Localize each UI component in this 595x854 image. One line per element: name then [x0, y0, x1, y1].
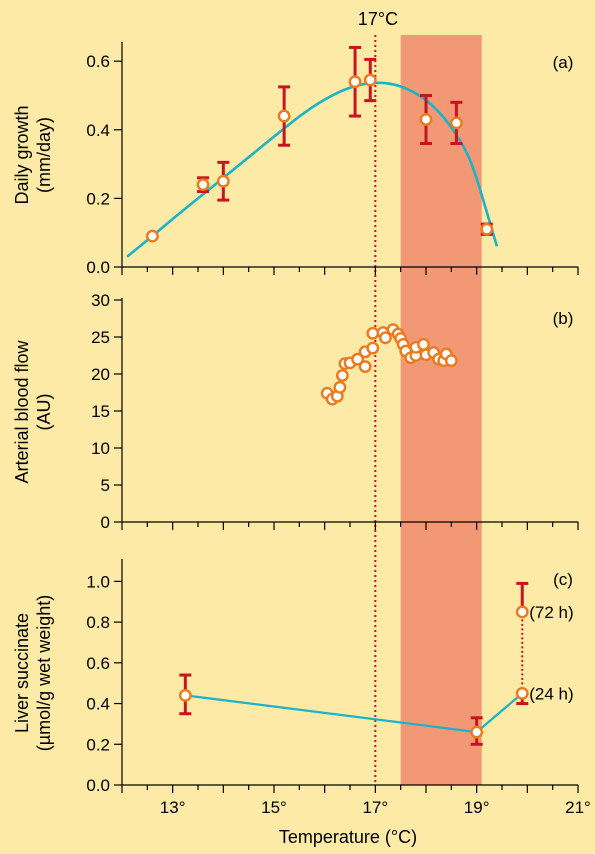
y-tick-label: 0.0 — [86, 258, 110, 277]
y-tick-label: 0.6 — [86, 52, 110, 71]
y-axis-title-line: Liver succinate — [12, 613, 32, 733]
y-tick-label: 10 — [91, 439, 110, 458]
data-point — [363, 73, 377, 87]
y-tick-label: 25 — [91, 328, 110, 347]
data-point — [515, 605, 529, 619]
y-tick-label: 0.2 — [86, 735, 110, 754]
y-tick-label: 0 — [101, 513, 110, 532]
time-point-label: (24 h) — [529, 684, 573, 703]
data-point — [366, 326, 380, 340]
y-axis-title-line: (mm/day) — [34, 117, 54, 193]
y-tick-label: 0.0 — [86, 776, 110, 795]
panel-label: (b) — [553, 309, 574, 328]
y-axis-title-line: (AU) — [34, 394, 54, 431]
data-point — [480, 222, 494, 236]
data-point — [178, 689, 192, 702]
data-point — [277, 109, 291, 123]
y-axis-title: Daily growth (mm/day) — [12, 105, 54, 204]
fit-curve — [126, 81, 499, 258]
data-point — [351, 352, 364, 366]
y-tick-label: 15 — [91, 402, 110, 421]
y-tick-label: 1.0 — [86, 572, 110, 591]
x-tick-label: 21° — [565, 798, 591, 817]
y-tick-label: 0.6 — [86, 654, 110, 673]
panel-label: (c) — [553, 570, 573, 589]
x-tick-label: 17° — [362, 798, 388, 817]
y-tick-label: 0.2 — [86, 189, 110, 208]
y-axis-title-line: Arterial blood flow — [12, 339, 32, 483]
y-tick-label: 0.4 — [86, 121, 110, 140]
data-point — [470, 725, 484, 739]
y-axis-title: Liver succinate (µmol/g wet weight) — [12, 595, 54, 751]
data-point — [335, 369, 349, 382]
data-point — [145, 229, 159, 243]
shaded-temperature-band — [400, 35, 482, 785]
y-tick-label: 30 — [91, 291, 110, 310]
y-axis-title-line: (µmol/g wet weight) — [34, 595, 54, 751]
axes-layer: 0.0 0.2 0.4 0.6 (a) Daily growth (mm/day) 0 5 10 1… — [12, 42, 591, 817]
data-point — [419, 113, 433, 126]
x-axis-title: Temperature (°C) — [279, 827, 417, 847]
y-tick-label: 5 — [101, 476, 110, 495]
data-layer: (24 h) (72 h) — [126, 45, 574, 746]
x-tick-label: 13° — [160, 798, 186, 817]
y-axis-title-line: Daily growth — [12, 105, 32, 204]
data-point — [444, 354, 458, 368]
data-point — [366, 341, 380, 355]
data-point — [333, 380, 347, 394]
data-point — [379, 331, 392, 345]
y-tick-label: 0.4 — [86, 695, 110, 714]
data-point — [417, 337, 430, 351]
data-point — [348, 75, 362, 89]
data-point — [515, 686, 529, 700]
shaded-band-layer — [374, 35, 482, 785]
data-point — [358, 360, 372, 373]
data-point — [196, 178, 210, 192]
time-point-label: (72 h) — [529, 603, 573, 622]
panel-label: (a) — [553, 53, 574, 72]
reference-temperature-label: 17°C — [358, 9, 398, 29]
x-tick-label: 19° — [464, 798, 490, 817]
y-tick-label: 20 — [91, 365, 110, 384]
data-point — [216, 174, 230, 188]
x-tick-label: 15° — [261, 798, 287, 817]
y-axis-title: Arterial blood flow (AU) — [12, 339, 54, 483]
data-point — [449, 116, 463, 130]
y-tick-label: 0.8 — [86, 613, 110, 632]
